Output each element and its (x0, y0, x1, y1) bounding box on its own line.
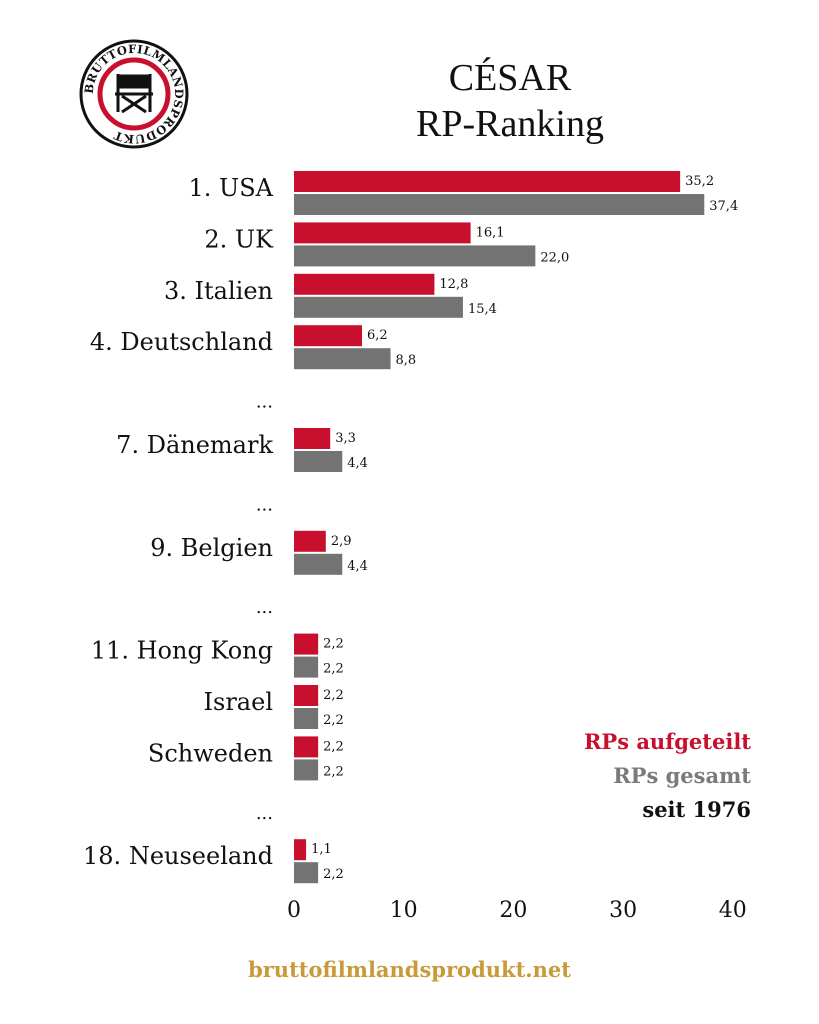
legend-split: RPs aufgeteilt (583, 729, 751, 754)
bar-total (294, 245, 536, 267)
value-label-total: 2,2 (323, 764, 344, 779)
chart-title-line-1: CÉSAR (448, 57, 572, 99)
bar-total (294, 656, 319, 678)
value-label-split: 12,8 (439, 277, 468, 292)
bar-total (294, 194, 705, 215)
value-label-split: 3,3 (335, 431, 356, 446)
bar-total (294, 296, 463, 318)
value-label-split: 16,1 (476, 225, 505, 240)
chart-title-line-2: RP-Ranking (416, 103, 604, 145)
value-label-total: 2,2 (323, 867, 344, 882)
category-ellipsis: ... (256, 597, 273, 618)
bar-split (294, 428, 331, 449)
footer-url[interactable]: bruttofilmlandsprodukt.net (248, 957, 571, 982)
bar-split (294, 325, 363, 347)
x-tick-label: 30 (609, 898, 637, 923)
bar-total (294, 451, 343, 472)
category-ellipsis: ... (256, 494, 273, 515)
value-label-split: 2,2 (323, 637, 344, 652)
category-label: 18. Neuseeland (83, 842, 273, 870)
bar-split (294, 633, 319, 655)
bar-total (294, 708, 319, 729)
value-label-total: 4,4 (347, 456, 368, 471)
director-chair-icon (115, 74, 153, 114)
value-label-split: 35,2 (685, 174, 714, 189)
value-label-total: 8,8 (396, 353, 417, 368)
category-label: 7. Dänemark (116, 431, 273, 459)
x-tick-label: 20 (499, 898, 527, 923)
value-label-split: 2,9 (331, 534, 352, 549)
x-tick-label: 40 (719, 898, 747, 923)
value-label-split: 1,1 (311, 842, 332, 857)
category-label: 3. Italien (164, 277, 273, 305)
bar-split (294, 171, 681, 192)
x-tick-label: 0 (287, 898, 301, 923)
value-label-total: 15,4 (468, 302, 497, 317)
bar-split (294, 222, 471, 244)
bar-split (294, 273, 435, 295)
legend-since: seit 1976 (642, 797, 751, 822)
value-label-total: 22,0 (540, 250, 569, 265)
bar-total (294, 348, 391, 370)
bar-split (294, 530, 326, 552)
value-label-split: 2,2 (323, 688, 344, 703)
bar-split (294, 736, 319, 758)
value-label-total: 2,2 (323, 713, 344, 728)
category-label: 2. UK (204, 225, 274, 253)
bar-total (294, 862, 319, 884)
logo: BRUTTOFILMLANDSPRODUKT (79, 39, 189, 149)
category-label: 9. Belgien (150, 534, 273, 562)
category-label: 1. USA (188, 174, 273, 202)
bar-total (294, 759, 319, 781)
bar-total (294, 553, 343, 575)
category-label: 4. Deutschland (90, 328, 273, 356)
x-tick-label: 10 (390, 898, 418, 923)
value-label-total: 4,4 (347, 559, 368, 574)
category-label: 11. Hong Kong (91, 637, 273, 665)
value-label-total: 2,2 (323, 662, 344, 677)
legend-total: RPs gesamt (613, 763, 751, 788)
category-ellipsis: ... (256, 392, 273, 413)
category-ellipsis: ... (256, 803, 273, 824)
value-label-split: 2,2 (323, 739, 344, 754)
bar-split (294, 839, 307, 861)
value-label-total: 37,4 (709, 199, 738, 214)
category-label: Israel (204, 688, 273, 716)
bar-split (294, 685, 319, 706)
value-label-split: 6,2 (367, 328, 388, 343)
category-label: Schweden (148, 739, 273, 767)
